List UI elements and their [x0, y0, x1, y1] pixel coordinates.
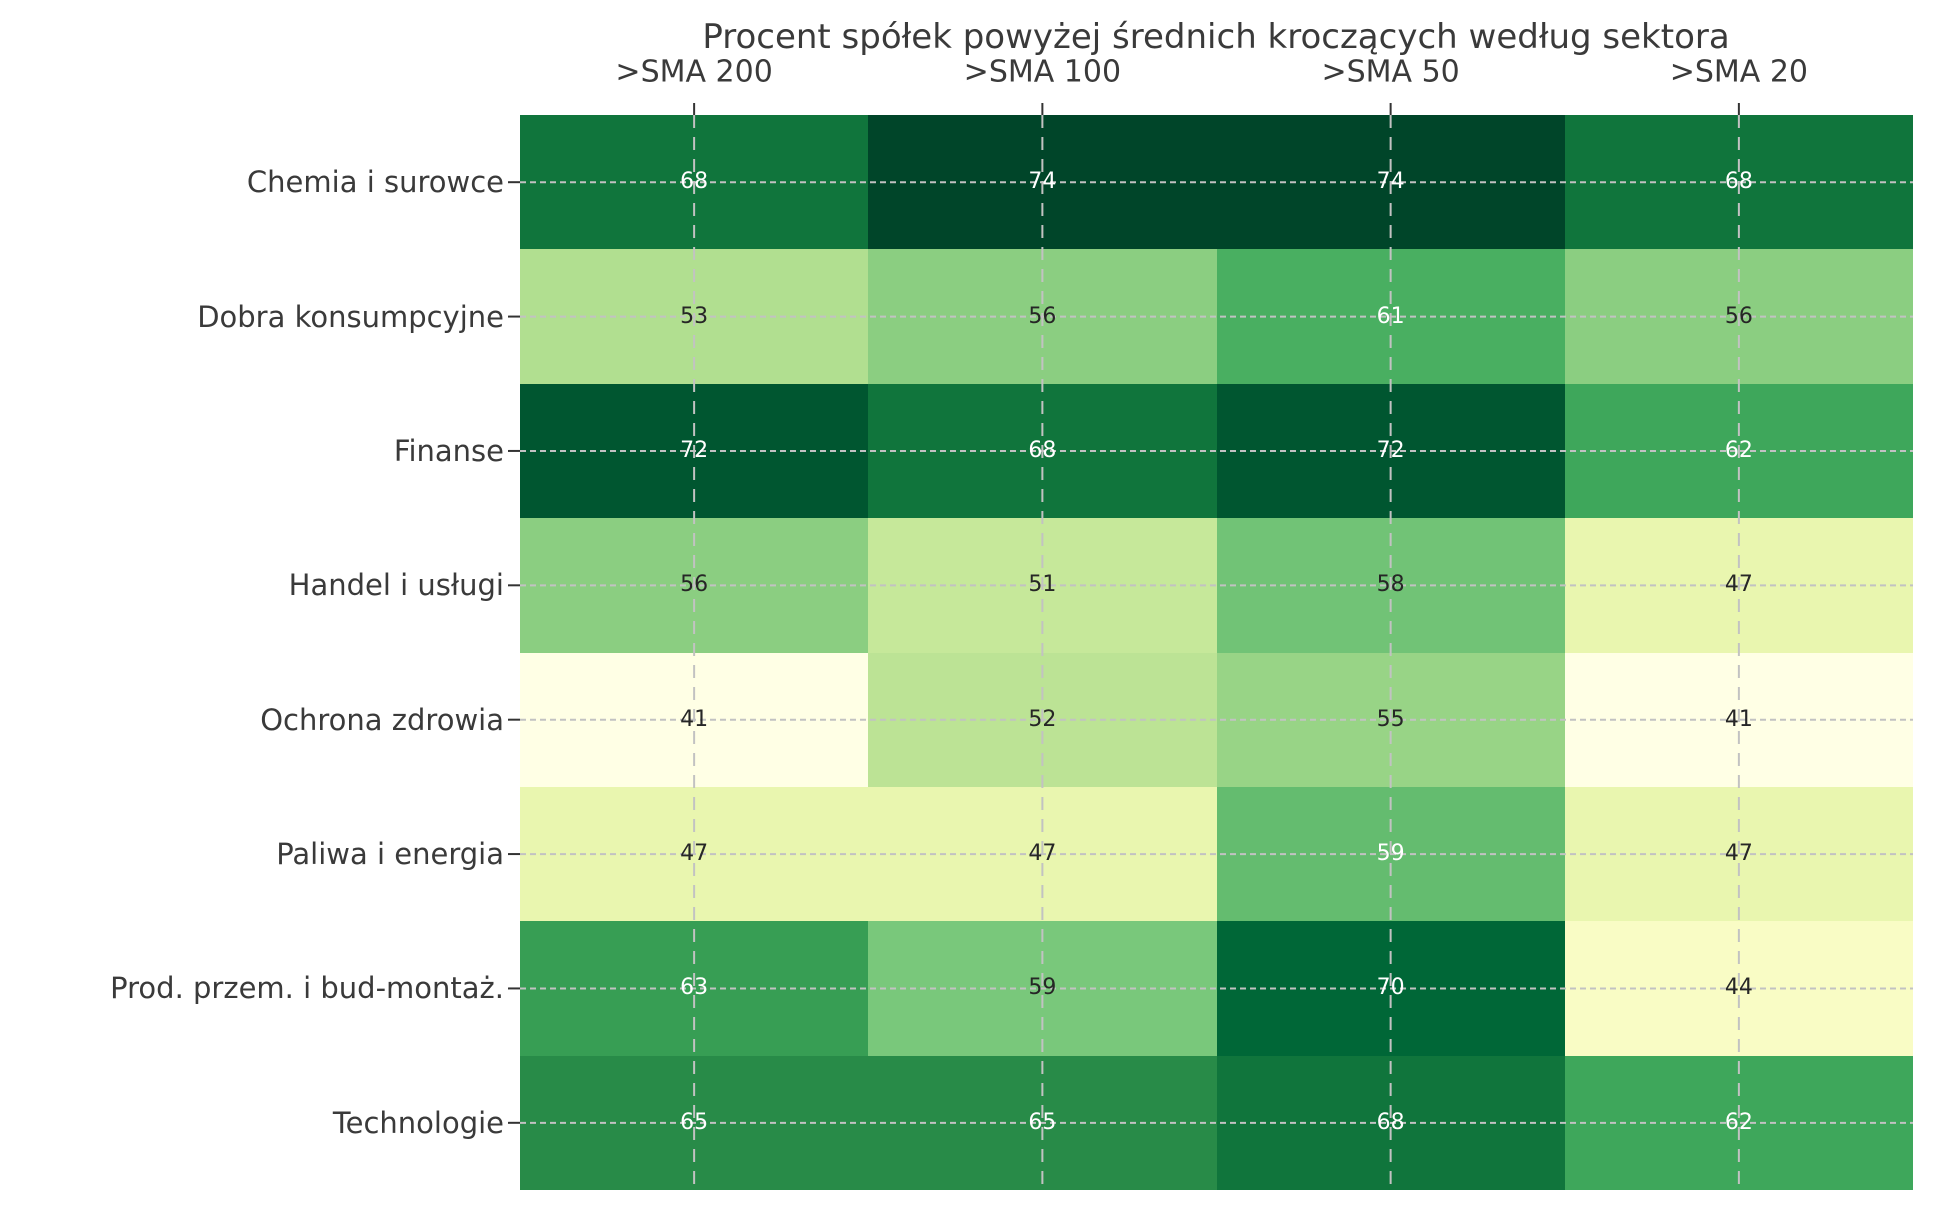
cell-value: 70: [1376, 975, 1405, 1001]
cell-value: 68: [1028, 437, 1057, 463]
cell-value: 72: [1376, 437, 1405, 463]
row-label: Dobra konsumpcyjne: [197, 299, 504, 334]
cell-value: 47: [1724, 572, 1753, 598]
row-label: Handel i usługi: [288, 568, 504, 603]
cell-value: 58: [1376, 572, 1405, 598]
cell-value: 56: [1028, 303, 1057, 329]
column-header: >SMA 200: [615, 54, 773, 90]
heatmap-plot: 68 74 74 68 53 56 61 56 72 68 72 62 56 51 58 47 41 52 55 41…: [520, 115, 1913, 1190]
heatmap-cell: 47: [520, 786, 869, 922]
column-header: >SMA 50: [1321, 54, 1460, 90]
column-header: >SMA 20: [1669, 54, 1809, 90]
heatmap-cell: 68: [1564, 115, 1913, 250]
heatmap-cell: 72: [520, 383, 869, 519]
heatmap-cell: 47: [1564, 518, 1913, 653]
heatmap-cell: 68: [520, 115, 869, 250]
cell-value: 62: [1724, 1109, 1753, 1135]
cell-value: 74: [1376, 169, 1405, 195]
cell-value: 52: [1028, 706, 1057, 732]
row-label: Paliwa i energia: [276, 837, 504, 872]
cell-value: 47: [1724, 841, 1753, 867]
heatmap-cell: 47: [1564, 786, 1913, 922]
heatmap-cell: 65: [520, 1055, 869, 1190]
cell-value: 56: [1724, 303, 1753, 329]
row-label: Prod. przem. i bud-montaż.: [110, 971, 504, 1006]
cell-value: 47: [680, 841, 709, 867]
cell-value: 41: [680, 706, 709, 732]
cell-value: 68: [1724, 169, 1753, 195]
cell-value: 44: [1724, 975, 1753, 1001]
cell-value: 72: [680, 437, 709, 463]
heatmap-cell: 53: [520, 249, 869, 384]
heatmap-cell: 62: [1564, 383, 1913, 519]
heatmap-cell: 44: [1564, 921, 1913, 1056]
row-label: Technologie: [332, 1105, 504, 1140]
heatmap-cell: 63: [520, 921, 869, 1056]
heatmap-cell: 47: [868, 786, 1217, 922]
heatmap-cell: 41: [1564, 652, 1913, 787]
heatmap-cell: 74: [868, 115, 1217, 250]
chart-title: Procent spółek powyżej średnich kroczący…: [702, 17, 1730, 57]
heatmap-cell: 55: [1216, 652, 1565, 787]
row-label: Finanse: [393, 433, 504, 468]
column-header: >SMA 100: [963, 54, 1122, 90]
heatmap-cell: 70: [1216, 921, 1565, 1056]
cell-value: 74: [1028, 169, 1057, 195]
cell-value: 63: [680, 975, 709, 1001]
cell-value: 53: [680, 303, 709, 329]
heatmap-cell: 68: [868, 383, 1217, 519]
row-label: Chemia i surowce: [246, 165, 504, 200]
cell-value: 56: [680, 572, 709, 598]
heatmap-cell: 58: [1216, 518, 1565, 653]
cell-value: 55: [1376, 706, 1405, 732]
cell-value: 59: [1028, 975, 1057, 1001]
cell-value: 68: [680, 169, 709, 195]
cell-value: 51: [1028, 572, 1057, 598]
heatmap-cell: 41: [520, 652, 869, 787]
cell-value: 47: [1028, 841, 1057, 867]
row-label: Ochrona zdrowia: [260, 702, 504, 737]
heatmap-cell: 74: [1216, 115, 1565, 250]
cell-value: 65: [680, 1109, 709, 1135]
heatmap-cell: 72: [1216, 383, 1565, 519]
heatmap-cell: 59: [868, 921, 1217, 1056]
heatmap-cell: 59: [1216, 786, 1565, 922]
heatmap-cell: 65: [868, 1055, 1217, 1190]
cell-value: 62: [1724, 437, 1753, 463]
heatmap-cell: 62: [1564, 1055, 1913, 1190]
cell-value: 68: [1376, 1109, 1405, 1135]
heatmap-cell: 56: [520, 518, 869, 653]
cell-value: 61: [1376, 303, 1405, 329]
heatmap-cell: 56: [868, 249, 1217, 384]
heatmap-cell: 52: [868, 652, 1217, 787]
cell-value: 41: [1724, 706, 1753, 732]
heatmap-cell: 51: [868, 518, 1217, 653]
cell-value: 59: [1376, 841, 1405, 867]
heatmap-cell: 56: [1564, 249, 1913, 384]
cell-value: 65: [1028, 1109, 1057, 1135]
heatmap-cell: 61: [1216, 249, 1565, 384]
heatmap-cell: 68: [1216, 1055, 1565, 1190]
